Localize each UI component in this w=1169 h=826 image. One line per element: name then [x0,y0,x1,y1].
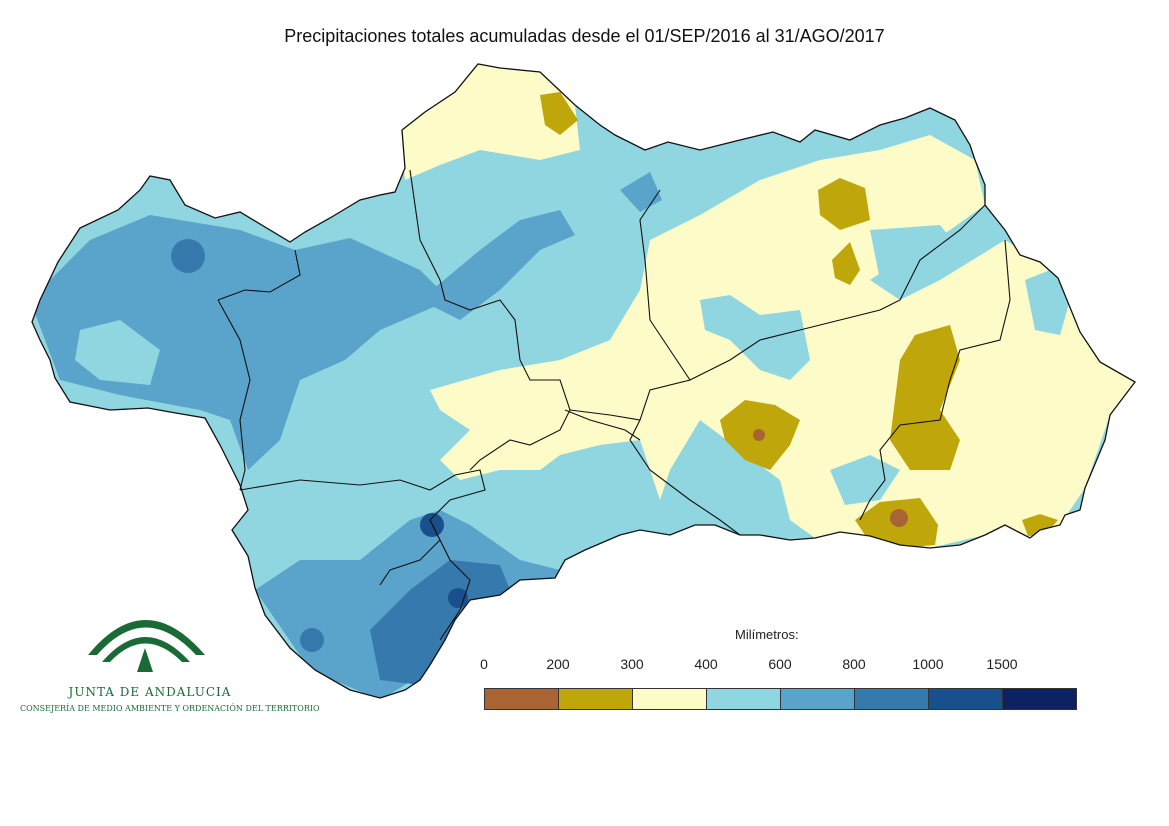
logo-arc-outer [88,620,205,655]
legend-swatch [633,689,707,709]
border-huelva-sevilla [217,299,251,491]
map-title: Precipitaciones totales acumuladas desde… [284,26,885,46]
zone-west-400-600 [32,215,450,470]
zone-dry-cabo-gata [1022,514,1058,536]
zone-almeria-north [1025,268,1070,335]
border-jaen-granada [689,204,986,381]
legend-swatch [707,689,781,709]
zone-huelva-wet [171,239,205,273]
legend-swatch [855,689,929,709]
legend-color-bar [484,688,1077,710]
legend-swatch [485,689,559,709]
logo-column [137,648,153,672]
logo-name: JUNTA DE ANDALUCIA [68,685,232,699]
legend-swatch [929,689,1003,709]
zone-north-dry [400,64,580,180]
legend-title: Milímetros: [735,627,799,642]
zone-dry-jaen [818,178,870,230]
zone-driest-almeria [890,509,908,527]
legend-label: 200 [546,656,570,672]
legend-label: 300 [620,656,644,672]
logo-arc-middle [102,637,190,662]
zone-dry-north [540,92,578,135]
logo: JUNTA DE ANDALUCIA CONSEJERÍA DE MEDIO A… [20,608,320,718]
logo-subtitle: CONSEJERÍA DE MEDIO AMBIENTE Y ORDENACIÓ… [20,704,320,713]
border-sevilla-cordoba [409,169,571,471]
legend-swatch [1003,689,1076,709]
border-sevilla-cadiz [239,469,486,586]
zone-dry-baza [890,325,960,470]
province-borders [217,169,1011,641]
zone-west-light [75,320,160,385]
border-granada-malaga [629,419,741,536]
border-granada-almeria [859,239,1011,521]
zone-ronda [448,588,468,608]
border-huelva-sevilla-north [217,249,301,301]
legend-swatch [559,689,633,709]
zone-jaen-wet [700,295,810,380]
junta-andalucia-logo-icon [88,620,205,672]
legend-label: 800 [842,656,866,672]
legend-label: 400 [694,656,718,672]
zone-driest-granada [753,429,765,441]
legend-labels: 0 200 300 400 600 800 1000 1500 [0,656,1169,674]
zone-dry-jaen-south [832,242,860,285]
legend-label: 600 [768,656,792,672]
border-cadiz-malaga [429,519,471,641]
border-cordoba-jaen [569,189,691,421]
zone-south-800-1000 [370,560,510,685]
legend-label: 1500 [986,656,1018,672]
legend-label: 1000 [912,656,944,672]
zone-sierra-norte [420,210,575,320]
legend-swatch [781,689,855,709]
border-cordoba-malaga [564,409,641,441]
legend-label: 0 [480,656,488,672]
zone-cazorla [870,225,960,280]
zone-cadiz-wet [300,628,324,652]
